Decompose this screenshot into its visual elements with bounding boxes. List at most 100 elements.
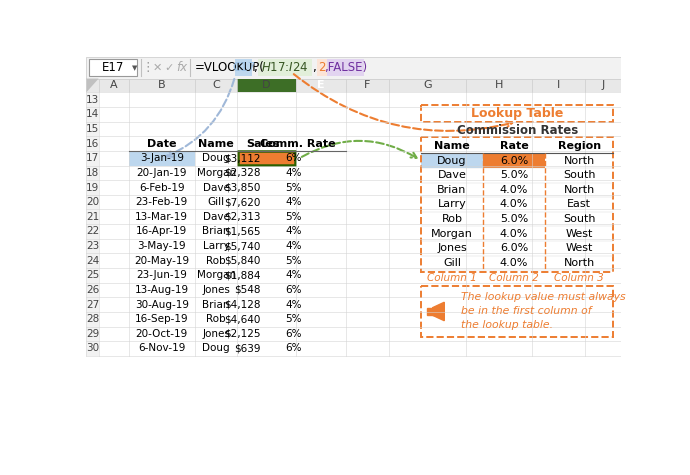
FancyBboxPatch shape: [86, 180, 99, 195]
Text: $639: $639: [234, 343, 260, 353]
Text: 20-Jan-19: 20-Jan-19: [137, 168, 187, 178]
Text: I: I: [557, 80, 560, 91]
Text: 4.0%: 4.0%: [500, 185, 529, 195]
FancyBboxPatch shape: [86, 297, 99, 312]
Text: Doug: Doug: [202, 343, 230, 353]
Text: 2: 2: [319, 61, 326, 74]
Text: Jones: Jones: [437, 243, 467, 253]
Text: $3,112: $3,112: [224, 153, 260, 163]
Text: $5,840: $5,840: [224, 256, 260, 266]
FancyBboxPatch shape: [86, 253, 621, 268]
Text: 20-May-19: 20-May-19: [135, 256, 189, 266]
FancyBboxPatch shape: [86, 151, 99, 166]
FancyBboxPatch shape: [86, 93, 99, 107]
Text: H: H: [495, 80, 503, 91]
Text: 6%: 6%: [285, 153, 302, 163]
Polygon shape: [433, 302, 444, 321]
FancyBboxPatch shape: [86, 224, 621, 239]
Text: B: B: [158, 80, 166, 91]
Text: 3-May-19: 3-May-19: [137, 241, 186, 251]
FancyBboxPatch shape: [86, 239, 621, 253]
Text: Sales: Sales: [246, 139, 279, 149]
Text: West: West: [566, 243, 593, 253]
Text: 5%: 5%: [285, 182, 302, 192]
FancyBboxPatch shape: [86, 195, 621, 209]
Text: D: D: [262, 80, 270, 91]
Text: 16-Apr-19: 16-Apr-19: [136, 227, 188, 237]
Text: 4%: 4%: [285, 300, 302, 310]
Text: Gill: Gill: [443, 258, 461, 268]
FancyBboxPatch shape: [86, 224, 99, 239]
FancyArrowPatch shape: [294, 74, 512, 131]
FancyBboxPatch shape: [327, 59, 364, 76]
Text: 25: 25: [86, 270, 99, 280]
Text: Column 1: Column 1: [427, 273, 477, 283]
FancyBboxPatch shape: [86, 341, 99, 356]
Text: E17: E17: [101, 61, 124, 74]
Text: 4%: 4%: [285, 270, 302, 280]
Text: Brian: Brian: [437, 185, 466, 195]
FancyBboxPatch shape: [86, 78, 621, 93]
Text: $H$17:$I$24: $H$17:$I$24: [261, 61, 308, 74]
Text: 20: 20: [86, 197, 99, 207]
FancyBboxPatch shape: [86, 136, 99, 151]
Text: 17: 17: [86, 153, 99, 163]
Text: ✓: ✓: [164, 63, 174, 73]
FancyBboxPatch shape: [86, 107, 621, 122]
FancyBboxPatch shape: [427, 308, 434, 314]
Text: 4.0%: 4.0%: [500, 258, 529, 268]
Text: Column 2: Column 2: [489, 273, 539, 283]
FancyBboxPatch shape: [86, 268, 99, 283]
Text: 5%: 5%: [285, 314, 302, 324]
FancyBboxPatch shape: [86, 209, 621, 224]
FancyBboxPatch shape: [235, 59, 252, 76]
Text: A: A: [110, 80, 117, 91]
FancyBboxPatch shape: [86, 151, 621, 166]
Text: North: North: [564, 156, 595, 166]
FancyBboxPatch shape: [86, 326, 621, 341]
Text: 16-Sep-19: 16-Sep-19: [135, 314, 188, 324]
Text: East: East: [567, 200, 591, 209]
Text: 29: 29: [86, 329, 99, 339]
Text: North: North: [564, 258, 595, 268]
Text: West: West: [566, 229, 593, 239]
Text: 4%: 4%: [285, 227, 302, 237]
Text: Column 3: Column 3: [554, 273, 604, 283]
Text: 22: 22: [86, 227, 99, 237]
Text: The lookup value must always
be in the first column of
the lookup table.: The lookup value must always be in the f…: [462, 293, 626, 331]
Text: South: South: [563, 214, 595, 224]
Text: $1,565: $1,565: [224, 227, 260, 237]
FancyBboxPatch shape: [237, 78, 295, 93]
FancyBboxPatch shape: [86, 57, 621, 78]
Text: Morgan: Morgan: [431, 229, 473, 239]
Text: Morgan: Morgan: [197, 270, 235, 280]
Text: Larry: Larry: [203, 241, 230, 251]
Text: 5%: 5%: [285, 256, 302, 266]
FancyBboxPatch shape: [86, 268, 621, 283]
Text: $7,620: $7,620: [224, 197, 260, 207]
Text: Name: Name: [198, 139, 234, 149]
Text: Lookup Table: Lookup Table: [471, 107, 563, 120]
Text: Commission Rates: Commission Rates: [457, 124, 578, 137]
Text: 23-Jun-19: 23-Jun-19: [137, 270, 187, 280]
Text: South: South: [563, 170, 595, 180]
FancyBboxPatch shape: [86, 166, 99, 180]
Text: 24: 24: [86, 256, 99, 266]
Text: North: North: [564, 185, 595, 195]
Text: ,: ,: [253, 61, 257, 74]
Text: Brian: Brian: [202, 300, 230, 310]
FancyArrowPatch shape: [166, 79, 235, 157]
Text: C: C: [213, 80, 220, 91]
FancyBboxPatch shape: [86, 283, 621, 297]
Text: Dave: Dave: [203, 212, 230, 222]
Text: E: E: [317, 80, 324, 91]
Text: Doug: Doug: [202, 153, 230, 163]
Text: Dave: Dave: [437, 170, 466, 180]
Text: 18: 18: [86, 168, 99, 178]
FancyBboxPatch shape: [86, 341, 621, 356]
Text: 19: 19: [86, 182, 99, 192]
FancyBboxPatch shape: [86, 326, 99, 341]
Text: 30-Aug-19: 30-Aug-19: [135, 300, 189, 310]
Text: 13-Mar-19: 13-Mar-19: [135, 212, 188, 222]
Text: ▼: ▼: [132, 66, 137, 72]
